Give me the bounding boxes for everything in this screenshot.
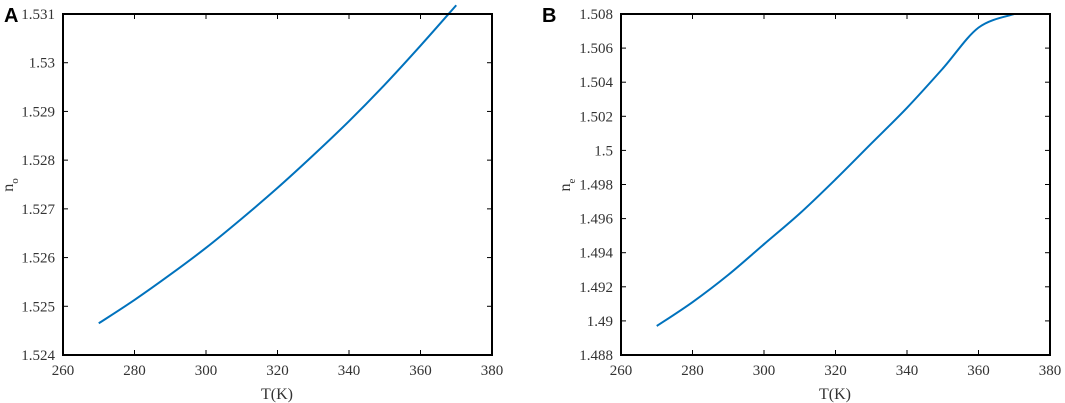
- panel-b-series-line: [656, 13, 1015, 327]
- y-tick-label: 1.53: [29, 56, 55, 72]
- x-tick-label: 280: [681, 363, 704, 379]
- x-tick-label: 280: [123, 363, 146, 379]
- x-tick-label: 300: [195, 363, 218, 379]
- y-tick-label: 1.526: [21, 251, 55, 267]
- y-tick-label: 1.527: [21, 202, 55, 218]
- x-tick-label: 260: [52, 363, 75, 379]
- x-tick-label: 320: [824, 363, 847, 379]
- y-tick-label: 1.488: [579, 348, 613, 364]
- panel-a-y-axis-subscript: o: [9, 178, 21, 184]
- y-tick-label: 1.508: [579, 7, 613, 23]
- x-tick-label: 360: [409, 363, 432, 379]
- y-tick-label: 1.494: [579, 246, 613, 262]
- panel-a: A 1.524 1.525 1.526 1.527 1.528 1.529 1.53 1.53…: [0, 4, 504, 403]
- y-tick-label: 1.528: [21, 153, 55, 169]
- y-tick-label: 1.5: [594, 143, 613, 159]
- panel-b-y-ticks: 1.488 1.49 1.492 1.494 1.496 1.498 1.5 1.502 1.5…: [579, 7, 1050, 364]
- panel-a-y-axis-label: no: [0, 178, 21, 192]
- panel-b-y-axis-subscript: e: [566, 178, 578, 183]
- y-tick-label: 1.49: [587, 314, 613, 330]
- y-tick-label: 1.525: [21, 299, 55, 315]
- x-tick-label: 380: [1039, 363, 1062, 379]
- panel-a-x-ticks: 260 280 300 320 340 360 380: [52, 14, 504, 379]
- panel-a-axes-box: [62, 13, 493, 356]
- panel-b-y-axis-label: ne: [557, 178, 578, 191]
- panel-a-y-ticks: 1.524 1.525 1.526 1.527 1.528 1.529 1.53 1.531: [21, 7, 492, 364]
- panel-a-series-line: [98, 4, 457, 325]
- panel-b-x-ticks: 260 280 300 320 340 360 380: [610, 14, 1062, 379]
- panel-b: B 1.4881.491.4921.4941.4961.4981.51.5021…: [542, 5, 1061, 403]
- y-tick-label: 1.496: [579, 212, 613, 228]
- y-tick-label: 1.531: [21, 7, 55, 23]
- y-tick-label: 1.504: [579, 75, 613, 91]
- panel-a-y-axis-symbol: n: [0, 184, 17, 192]
- x-tick-label: 320: [266, 363, 289, 379]
- x-tick-label: 300: [753, 363, 776, 379]
- x-tick-label: 340: [896, 363, 919, 379]
- panel-b-axes-box: [620, 13, 1051, 356]
- x-tick-label: 340: [338, 363, 361, 379]
- y-tick-label: 1.529: [21, 104, 55, 120]
- x-tick-label: 380: [481, 363, 504, 379]
- y-tick-label: 1.492: [579, 280, 613, 296]
- x-tick-label: 260: [610, 363, 633, 379]
- panel-b-y-axis-symbol: n: [557, 183, 574, 191]
- panel-a-label: A: [4, 5, 18, 27]
- y-tick-label: 1.502: [579, 109, 613, 125]
- y-tick-label: 1.498: [579, 178, 613, 194]
- y-tick-label: 1.506: [579, 41, 613, 57]
- x-tick-label: 360: [967, 363, 990, 379]
- y-tick-label: 1.524: [21, 348, 55, 364]
- panel-b-x-axis-label: T(K): [819, 386, 851, 403]
- panel-a-x-axis-label: T(K): [261, 386, 293, 403]
- panel-b-label: B: [542, 5, 556, 27]
